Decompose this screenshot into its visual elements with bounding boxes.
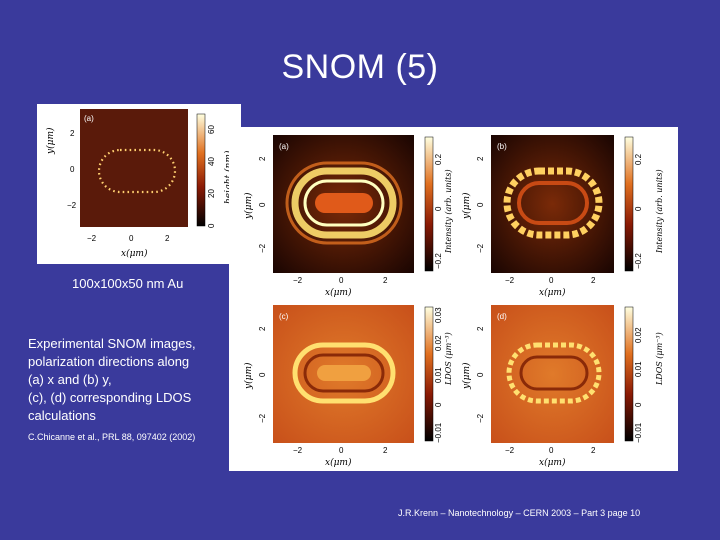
topography-figure: (a) y(μm) 2 0 −2 −2 0 2 x(μm) 0 20 40 60… [37, 104, 241, 264]
sim-x-tick: 0 [549, 446, 554, 455]
description-line: polarization directions along [28, 354, 190, 369]
topo-colorbar-tick: 60 [207, 125, 216, 134]
sim-y-tick: 0 [258, 372, 267, 377]
topo-colorbar-tick: 40 [207, 157, 216, 166]
figure-description: Experimental SNOM images, polarization d… [28, 335, 196, 425]
sim-colorbar-b [624, 136, 634, 272]
sim-colorbar-label: LDOS (μm⁻³) [655, 332, 664, 386]
topo-panel-label: (a) [84, 114, 94, 123]
topo-colorbar [196, 113, 206, 227]
slide-title: SNOM (5) [281, 48, 439, 86]
sim-panel-a: (a) [273, 135, 414, 273]
topo-x-axis-label: x(μm) [121, 248, 148, 259]
topo-y-tick: −2 [67, 201, 77, 210]
sim-x-tick: −2 [505, 446, 515, 455]
sim-colorbar-tick: 0.01 [434, 367, 443, 383]
sim-panel-d: (d) [491, 305, 614, 443]
sim-colorbar-tick: 0.01 [634, 361, 643, 377]
particle-size-caption: 100x100x50 nm Au [72, 276, 184, 291]
sim-y-axis-label: y(μm) [461, 362, 472, 390]
sim-x-tick: 2 [383, 276, 388, 285]
sim-y-axis-label: y(μm) [243, 362, 254, 390]
sim-panel-c: (c) [273, 305, 414, 443]
sim-y-tick: 2 [476, 156, 485, 161]
sim-colorbar-tick: 0 [634, 402, 643, 407]
particle-ring [97, 148, 177, 194]
sim-colorbar-a [424, 136, 434, 272]
sim-y-tick: −2 [258, 413, 267, 423]
sim-x-tick: 2 [591, 446, 596, 455]
citation: C.Chicanne et al., PRL 88, 097402 (2002) [28, 432, 196, 442]
sim-x-tick: −2 [505, 276, 515, 285]
sim-colorbar-tick: 0.03 [434, 307, 443, 323]
sim-y-tick: −2 [258, 243, 267, 253]
topo-y-tick: 0 [70, 165, 75, 174]
sim-x-tick: −2 [293, 446, 303, 455]
sim-x-tick: 0 [339, 446, 344, 455]
sim-colorbar-tick: 0.2 [434, 153, 443, 165]
topo-y-axis-label: y(μm) [45, 127, 56, 155]
topo-x-tick: 2 [165, 234, 170, 243]
sim-colorbar-label: Intensity (arb. units) [444, 169, 453, 254]
description-line: (a) x and (b) y, [28, 372, 112, 387]
description-line: Experimental SNOM images, [28, 336, 196, 351]
sim-y-axis-label: y(μm) [243, 192, 254, 220]
sim-y-axis-label: y(μm) [461, 192, 472, 220]
sim-colorbar-tick: 0.02 [634, 327, 643, 343]
sim-y-tick: 0 [258, 202, 267, 207]
sim-panel-b: (b) [491, 135, 614, 273]
slide-footer: J.R.Krenn – Nanotechnology – CERN 2003 –… [398, 508, 641, 518]
sim-colorbar-tick: −0.01 [634, 422, 643, 443]
sim-colorbar-tick: 0 [634, 206, 643, 211]
sim-colorbar-label: LDOS (μm⁻³) [444, 332, 453, 386]
sim-colorbar-tick: 0.02 [434, 335, 443, 351]
sim-colorbar-tick: 0.2 [634, 153, 643, 165]
sim-colorbar-tick: −0.01 [434, 422, 443, 443]
sim-x-axis-label: x(μm) [325, 457, 352, 468]
sim-x-tick: −2 [293, 276, 303, 285]
sim-y-tick: 0 [476, 372, 485, 377]
sim-x-tick: 2 [591, 276, 596, 285]
sim-colorbar-tick: 0 [434, 206, 443, 211]
sim-y-tick: 2 [258, 326, 267, 331]
topography-map [80, 109, 188, 227]
sim-y-tick: 2 [258, 156, 267, 161]
sim-colorbar-label: Intensity (arb. units) [655, 169, 664, 254]
sim-colorbar-tick: 0 [434, 402, 443, 407]
sim-colorbar-c [424, 306, 434, 442]
topo-y-tick: 2 [70, 129, 75, 138]
sim-y-tick: 2 [476, 326, 485, 331]
sim-panel-label: (c) [279, 312, 289, 321]
sim-panel-label: (a) [279, 142, 289, 151]
sim-x-tick: 0 [549, 276, 554, 285]
sim-colorbar-d [624, 306, 634, 442]
sim-panel-label: (d) [497, 312, 507, 321]
sim-colorbar-tick: −0.2 [434, 253, 443, 269]
topo-x-tick: −2 [87, 234, 97, 243]
description-line: (c), (d) corresponding LDOS [28, 390, 192, 405]
topo-colorbar-tick: 0 [207, 223, 216, 228]
sim-colorbar-tick: −0.2 [634, 253, 643, 269]
sim-y-tick: −2 [476, 243, 485, 253]
sim-y-tick: −2 [476, 413, 485, 423]
topo-colorbar-tick: 20 [207, 189, 216, 198]
topo-colorbar-label: height (nm) [223, 150, 234, 204]
sim-x-axis-label: x(μm) [325, 287, 352, 298]
sim-x-tick: 0 [339, 276, 344, 285]
sim-x-tick: 2 [383, 446, 388, 455]
simulation-figure: (a) (b) (c) (d) −0.2 0 [229, 127, 678, 471]
sim-panel-label: (b) [497, 142, 507, 151]
sim-y-tick: 0 [476, 202, 485, 207]
sim-x-axis-label: x(μm) [539, 287, 566, 298]
description-line: calculations [28, 408, 96, 423]
sim-x-axis-label: x(μm) [539, 457, 566, 468]
topo-x-tick: 0 [129, 234, 134, 243]
